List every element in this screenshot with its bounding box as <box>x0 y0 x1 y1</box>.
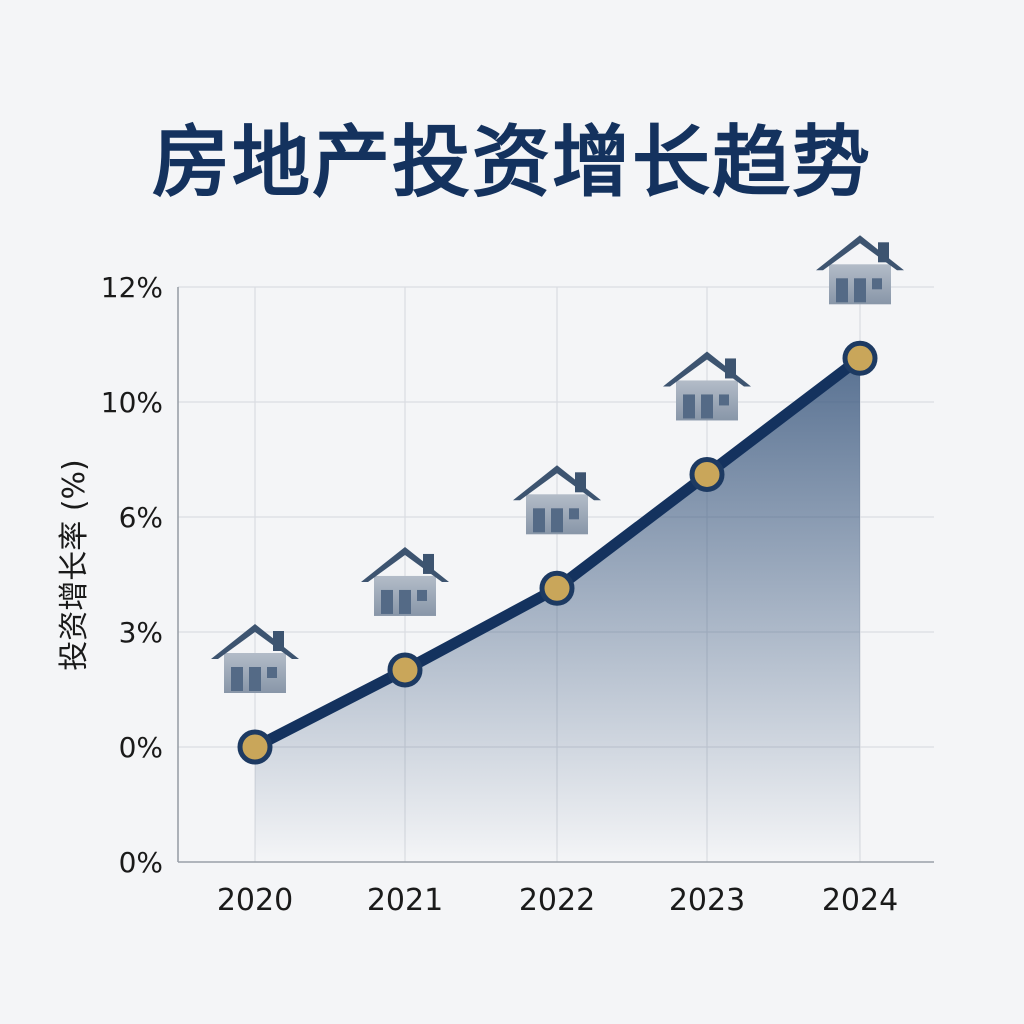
x-tick-label-1: 2021 <box>367 883 443 918</box>
x-tick-label-2: 2022 <box>519 883 595 918</box>
y-tick-label-1: 10% <box>101 386 163 419</box>
y-tick-label-4: 0% <box>119 731 163 764</box>
y-axis-label: 投资增长率 (%) <box>57 459 92 670</box>
x-tick-label-3: 2023 <box>669 883 745 918</box>
y-tick-label-5: 0% <box>119 846 163 879</box>
data-point-4 <box>842 340 878 376</box>
house-icon-0 <box>211 624 299 693</box>
data-point-0 <box>237 729 273 765</box>
house-icon-1 <box>361 546 449 616</box>
house-icon-2 <box>513 465 601 535</box>
y-tick-label-0: 12% <box>101 271 163 304</box>
house-icon-4 <box>816 235 904 305</box>
chart-title: 房地产投资增长趋势 <box>151 118 872 208</box>
data-point-2 <box>539 570 575 606</box>
y-tick-label-3: 3% <box>119 616 163 649</box>
y-tick-label-2: 6% <box>119 501 163 534</box>
data-point-1 <box>387 652 423 688</box>
x-tick-label-0: 2020 <box>217 883 293 918</box>
house-icon-3 <box>663 351 751 421</box>
data-point-3 <box>689 456 725 492</box>
x-tick-label-4: 2024 <box>822 883 898 918</box>
